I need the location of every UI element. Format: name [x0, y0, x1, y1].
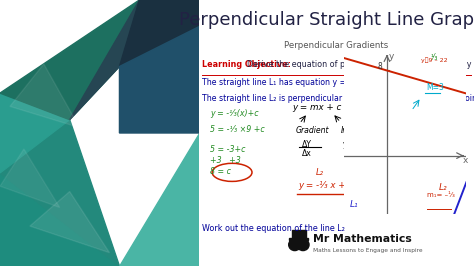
- Polygon shape: [10, 64, 80, 128]
- Polygon shape: [292, 230, 306, 239]
- Text: ¹⁄₃: ¹⁄₃: [431, 53, 438, 62]
- Polygon shape: [70, 0, 199, 120]
- Text: Maths Lessons to Engage and Inspire: Maths Lessons to Engage and Inspire: [313, 248, 423, 253]
- Text: The straight line L₁ has equation y = 3x – 22: The straight line L₁ has equation y = 3x…: [202, 78, 376, 88]
- Polygon shape: [0, 173, 119, 266]
- Polygon shape: [119, 133, 199, 266]
- Text: 5 = -3+c: 5 = -3+c: [210, 145, 246, 154]
- Text: 8: 8: [377, 63, 382, 72]
- Text: y = -¹⁄₃(x)+c: y = -¹⁄₃(x)+c: [210, 109, 259, 118]
- Text: L₂: L₂: [316, 168, 324, 177]
- Text: Derive the equation of perpendicular lines in the form y = mx + c.: Derive the equation of perpendicular lin…: [242, 60, 474, 69]
- Text: Perpendicular Gradients: Perpendicular Gradients: [284, 41, 389, 50]
- Text: x: x: [463, 156, 468, 165]
- Polygon shape: [0, 149, 60, 207]
- Text: M=3: M=3: [426, 83, 444, 92]
- Text: y = -¹⁄₃ x + 8: y = -¹⁄₃ x + 8: [298, 181, 354, 190]
- Text: L₁: L₁: [350, 200, 359, 209]
- Text: m₁= –¹⁄₃: m₁= –¹⁄₃: [427, 192, 455, 198]
- Polygon shape: [0, 120, 119, 266]
- Polygon shape: [0, 0, 139, 120]
- Text: y⑐9 – 22: y⑐9 – 22: [421, 57, 448, 63]
- Circle shape: [289, 239, 301, 251]
- Text: Intercept: Intercept: [341, 126, 375, 135]
- Text: y: y: [389, 52, 394, 61]
- Polygon shape: [119, 0, 199, 66]
- Text: 8 = c: 8 = c: [210, 167, 231, 176]
- Polygon shape: [0, 93, 70, 173]
- Polygon shape: [30, 192, 109, 253]
- Text: Work out the equation of the line L₂: Work out the equation of the line L₂: [202, 224, 345, 233]
- Text: The straight line L₂ is perpendicular to L₁ and passes through the point (9, 5): The straight line L₂ is perpendicular to…: [202, 94, 474, 103]
- Text: L₂: L₂: [438, 183, 447, 192]
- Text: Gradient: Gradient: [295, 126, 329, 135]
- Text: Perpendicular Straight Line Graphs: Perpendicular Straight Line Graphs: [179, 11, 474, 29]
- Text: 5 = -¹⁄₃ ×9 +c: 5 = -¹⁄₃ ×9 +c: [210, 125, 265, 134]
- Text: y = mx + c: y = mx + c: [292, 103, 342, 112]
- Text: Mr Mathematics: Mr Mathematics: [313, 234, 412, 244]
- Polygon shape: [289, 238, 309, 240]
- Polygon shape: [119, 27, 199, 133]
- Text: Learning Objective:: Learning Objective:: [202, 60, 291, 69]
- Text: Δx: Δx: [302, 149, 312, 159]
- Circle shape: [297, 239, 309, 251]
- Text: y:?  x:0: y:? x:0: [343, 140, 371, 149]
- Text: +3   +3: +3 +3: [210, 156, 241, 165]
- Text: ΔY: ΔY: [302, 140, 312, 149]
